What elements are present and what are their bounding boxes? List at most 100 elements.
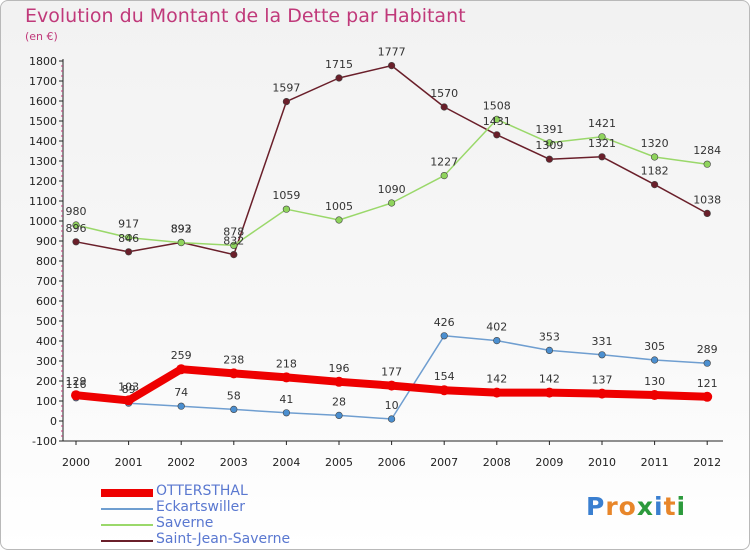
logo-letter: t (663, 492, 677, 521)
data-point (335, 411, 343, 420)
legend-label: Saverne (156, 515, 214, 531)
data-point (176, 364, 187, 375)
data-point (388, 415, 396, 423)
data-point (440, 332, 448, 340)
x-tick-label: 2010 (588, 456, 616, 469)
y-tick-label: 1500 (29, 115, 57, 128)
data-point (72, 238, 80, 246)
data-label: 896 (66, 222, 87, 235)
data-label: 89 (122, 383, 136, 396)
data-point (703, 160, 711, 168)
logo-letter: i (654, 492, 664, 521)
data-label: 892 (171, 223, 192, 236)
data-point (493, 131, 501, 139)
legend-swatch (101, 489, 153, 497)
legend-label: Saint-Jean-Saverne (156, 531, 291, 547)
data-label: 238 (223, 353, 244, 366)
x-tick-label: 2012 (693, 456, 721, 469)
data-point (388, 199, 396, 207)
data-point (71, 390, 81, 401)
x-tick-label: 2007 (430, 456, 458, 469)
data-label: 1284 (693, 144, 721, 157)
data-label: 305 (644, 340, 665, 353)
data-label: 1421 (588, 117, 616, 130)
x-tick-label: 2001 (115, 456, 143, 469)
logo-letter: r (605, 492, 619, 521)
data-point (650, 181, 659, 189)
data-label: 1508 (483, 99, 511, 112)
data-label: 41 (279, 393, 293, 406)
y-tick-label: -100 (32, 435, 57, 448)
legend-swatch (101, 508, 153, 510)
data-label: 1431 (483, 115, 511, 128)
data-label: 917 (118, 218, 139, 231)
data-point (493, 115, 501, 123)
data-label: 832 (223, 235, 244, 248)
data-label: 331 (592, 335, 613, 348)
data-point (545, 139, 554, 147)
x-tick-label: 2005 (325, 456, 353, 469)
legend-label: Eckartswiller (156, 499, 246, 515)
chart-title: Evolution du Montant de la Dette par Hab… (25, 5, 466, 27)
data-point (703, 209, 711, 217)
data-point (72, 221, 80, 229)
legend-label: OTTERSTHAL (156, 483, 248, 499)
data-point (649, 390, 660, 400)
y-tick-label: 300 (36, 355, 57, 368)
x-tick-label: 2008 (483, 456, 511, 469)
data-point (491, 387, 502, 398)
data-label: 846 (118, 232, 139, 245)
data-point (440, 172, 448, 180)
logo-letter: P (586, 492, 606, 521)
data-label: 1309 (535, 139, 563, 152)
x-tick-label: 2006 (378, 456, 406, 469)
y-tick-label: 200 (36, 375, 57, 388)
data-label: 116 (66, 378, 87, 391)
logo-letter: x (636, 492, 654, 521)
data-label: 142 (539, 373, 560, 386)
y-tick-label: 400 (36, 335, 57, 348)
data-point (598, 153, 606, 161)
data-point (335, 74, 343, 82)
y-tick-label: 700 (36, 275, 57, 288)
data-point (650, 356, 659, 364)
data-point (493, 337, 501, 345)
data-point (177, 239, 185, 247)
data-point (650, 153, 659, 161)
data-point (281, 372, 292, 383)
data-point (124, 248, 133, 256)
data-label: 58 (227, 389, 241, 402)
data-label: 103 (118, 380, 139, 393)
chart-unit: (en €) (25, 30, 58, 43)
x-tick-label: 2004 (272, 456, 300, 469)
data-label: 154 (434, 370, 455, 383)
data-label: 878 (223, 225, 244, 238)
data-label: 1005 (325, 200, 353, 213)
data-label: 1391 (535, 123, 563, 136)
data-label: 142 (486, 373, 507, 386)
x-tick-label: 2000 (62, 456, 90, 469)
data-label: 1227 (430, 156, 458, 169)
data-point (123, 395, 134, 406)
data-label: 426 (434, 316, 455, 329)
y-tick-label: 0 (50, 415, 57, 428)
data-point (282, 97, 291, 106)
data-point (177, 402, 185, 410)
data-label: 10 (385, 399, 399, 412)
x-tick-label: 2002 (167, 456, 195, 469)
data-label: 218 (276, 357, 297, 370)
data-point (388, 61, 396, 70)
y-tick-label: 1700 (29, 75, 57, 88)
data-label: 1038 (693, 193, 721, 206)
data-label: 1715 (325, 58, 353, 71)
data-label: 893 (171, 222, 192, 235)
data-point (230, 251, 238, 259)
y-tick-label: 1600 (29, 95, 57, 108)
y-tick-label: 600 (36, 295, 57, 308)
data-label: 980 (66, 205, 87, 218)
y-tick-label: 1100 (29, 195, 57, 208)
data-point (334, 376, 344, 387)
data-label: 353 (539, 330, 560, 343)
data-point (544, 387, 555, 398)
